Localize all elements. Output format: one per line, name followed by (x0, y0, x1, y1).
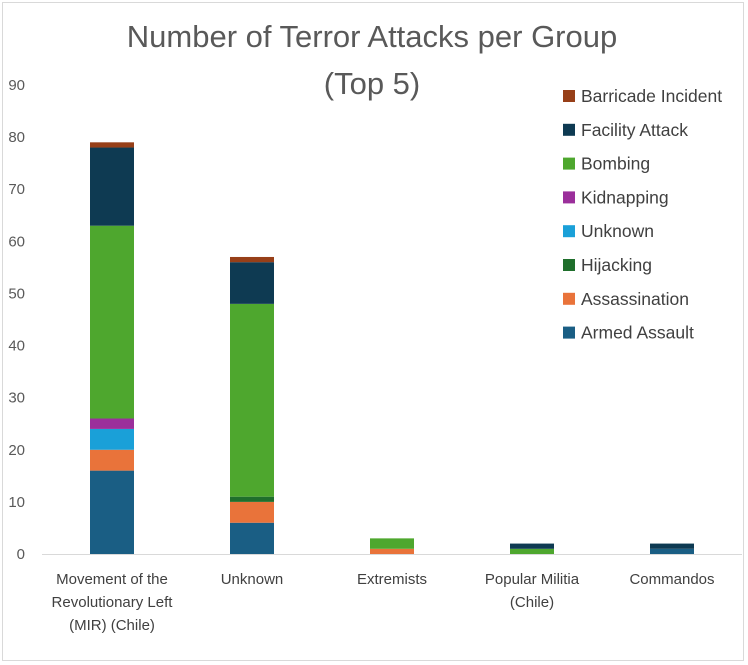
legend-label: Kidnapping (581, 187, 669, 207)
legend-label: Assassination (581, 289, 689, 309)
y-tick-label: 20 (8, 442, 25, 459)
bar-segment (230, 303, 274, 497)
legend-swatch (563, 326, 575, 339)
legend-item: Barricade Incident (563, 86, 722, 106)
legend-label: Armed Assault (581, 323, 694, 343)
x-category-label: Unknown (221, 571, 284, 588)
chart-title-line-1: Number of Terror Attacks per Group (127, 19, 617, 54)
legend-item: Kidnapping (563, 187, 669, 207)
bar-segment (90, 225, 134, 419)
x-category-label: Popular Militia (Chile) (485, 571, 580, 611)
y-tick-label: 0 (17, 546, 25, 563)
bar-segment (90, 418, 134, 429)
y-tick-label: 40 (8, 338, 25, 355)
legend-item: Armed Assault (563, 323, 694, 343)
bar-segment (90, 142, 134, 148)
legend-item: Bombing (563, 154, 650, 174)
x-category-label: Commandos (629, 571, 714, 588)
legend-swatch (563, 157, 575, 170)
legend-swatch (563, 191, 575, 204)
y-tick-label: 10 (8, 494, 25, 511)
x-axis: Movement of the Revolutionary Left (MIR) (… (52, 571, 715, 634)
legend-swatch (563, 225, 575, 238)
x-category-label-line: Extremists (357, 571, 427, 588)
bar-segment (230, 496, 274, 502)
y-tick-label: 60 (8, 233, 25, 250)
bar-segment (230, 256, 274, 263)
x-category-label-line: Movement of the (56, 571, 168, 588)
bar-stack (90, 142, 134, 554)
bar-segment (90, 428, 134, 450)
legend-swatch (563, 292, 575, 305)
legend-label: Facility Attack (581, 120, 688, 140)
x-category-label-line: Popular Militia (485, 571, 580, 588)
x-category-label-line: (Chile) (510, 594, 554, 611)
bar-series-area (90, 142, 694, 554)
x-category-label-line: Revolutionary Left (52, 594, 174, 611)
legend-item: Facility Attack (563, 120, 688, 140)
y-tick-label: 50 (8, 285, 25, 302)
bar-stack (370, 538, 414, 554)
x-category-label: Extremists (357, 571, 427, 588)
legend-item: Assassination (563, 289, 689, 309)
legend-label: Hijacking (581, 255, 652, 275)
y-axis: 0 10 20 30 40 50 60 70 80 90 (8, 77, 25, 563)
legend-label: Unknown (581, 221, 654, 241)
bar-stack (650, 543, 694, 554)
bar-segment (90, 449, 134, 471)
y-tick-label: 90 (8, 77, 25, 94)
x-category-label: Movement of the Revolutionary Left (MIR) (… (52, 571, 174, 634)
legend-item: Hijacking (563, 255, 652, 275)
bar-segment (370, 538, 414, 549)
x-category-label-line: (MIR) (Chile) (69, 617, 155, 634)
legend-swatch (563, 90, 575, 102)
y-tick-label: 80 (8, 129, 25, 146)
legend-swatch (563, 259, 575, 271)
bar-segment (650, 548, 694, 554)
bar-segment (90, 470, 134, 554)
chart-title: Number of Terror Attacks per Group (Top … (127, 19, 617, 101)
x-category-label-line: Unknown (221, 571, 284, 588)
bar-segment (510, 543, 554, 549)
bar-stack (230, 256, 274, 554)
chart-title-line-2: (Top 5) (324, 66, 420, 101)
x-category-label-line: Commandos (629, 571, 714, 588)
y-tick-label: 70 (8, 181, 25, 198)
bar-segment (650, 543, 694, 549)
bar-segment (230, 522, 274, 554)
legend: Barricade Incident Facility Attack Bombing… (563, 86, 722, 343)
legend-swatch (563, 123, 575, 136)
legend-item: Unknown (563, 221, 654, 241)
bar-stack (510, 543, 554, 554)
bar-segment (510, 548, 554, 554)
y-tick-label: 30 (8, 390, 25, 407)
bar-segment (230, 501, 274, 523)
bar-segment (230, 262, 274, 304)
bar-segment (90, 147, 134, 226)
bar-segment (370, 548, 414, 554)
legend-label: Bombing (581, 154, 650, 174)
legend-label: Barricade Incident (581, 86, 722, 106)
